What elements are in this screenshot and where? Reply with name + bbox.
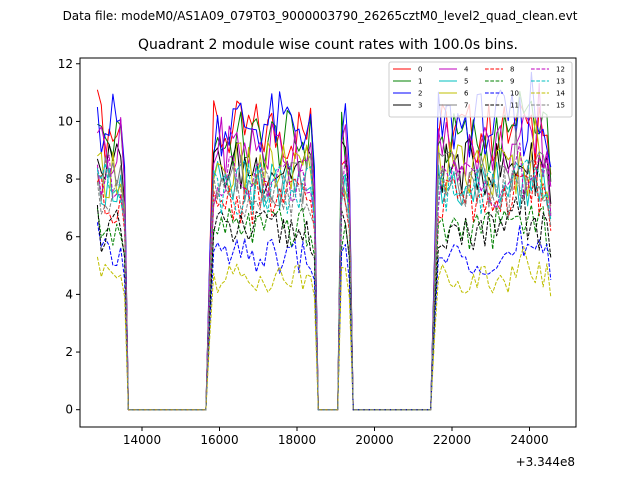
series-line-5 xyxy=(96,160,552,411)
series-line-9 xyxy=(96,204,552,411)
legend-label-5: 5 xyxy=(464,78,468,86)
chart-title: Quadrant 2 module wise count rates with … xyxy=(138,37,518,53)
legend-label-0: 0 xyxy=(418,66,422,74)
y-tick-label: 4 xyxy=(65,287,73,301)
legend-label-8: 8 xyxy=(510,66,514,74)
legend-label-12: 12 xyxy=(556,66,565,74)
series-line-11 xyxy=(96,188,552,411)
legend-label-10: 10 xyxy=(510,90,519,98)
legend-label-3: 3 xyxy=(418,102,422,110)
x-offset-label: +3.344e8 xyxy=(516,455,575,469)
y-tick-label: 10 xyxy=(58,114,73,128)
x-tick-label: 24000 xyxy=(510,433,548,447)
legend-label-15: 15 xyxy=(556,102,565,110)
x-tick-label: 14000 xyxy=(123,433,161,447)
legend-label-14: 14 xyxy=(556,90,565,98)
series-line-10 xyxy=(96,222,552,411)
series-line-13 xyxy=(96,158,552,411)
legend-label-9: 9 xyxy=(510,78,514,86)
series-line-14 xyxy=(96,246,552,411)
series-lines xyxy=(96,71,552,411)
x-tick-label: 18000 xyxy=(278,433,316,447)
legend-label-7: 7 xyxy=(464,102,468,110)
x-tick-label: 22000 xyxy=(433,433,471,447)
y-tick-label: 6 xyxy=(65,230,73,244)
legend-box xyxy=(388,61,573,118)
legend-label-2: 2 xyxy=(418,90,422,98)
legend-label-4: 4 xyxy=(464,66,469,74)
y-tick-label: 0 xyxy=(65,403,73,417)
x-axis: 14000 16000 18000 20000 22000 24000 xyxy=(123,427,549,447)
plot-frame xyxy=(79,57,577,428)
series-line-2 xyxy=(96,71,552,411)
x-tick-label: 20000 xyxy=(355,433,393,447)
y-tick-label: 2 xyxy=(65,345,73,359)
legend-label-6: 6 xyxy=(464,90,469,98)
series-line-15 xyxy=(96,167,552,411)
series-line-0 xyxy=(96,89,552,411)
legend-label-11: 11 xyxy=(510,102,519,110)
legend-label-13: 13 xyxy=(556,78,565,86)
figure-suptitle: Data file: modeM0/AS1A09_079T03_90000037… xyxy=(63,9,578,23)
series-line-4 xyxy=(96,82,552,411)
legend-label-1: 1 xyxy=(418,78,422,86)
y-tick-label: 12 xyxy=(58,57,73,71)
x-tick-label: 16000 xyxy=(200,433,238,447)
y-axis: 0 2 4 6 8 10 12 xyxy=(58,57,80,417)
y-tick-label: 8 xyxy=(65,172,73,186)
series-line-8 xyxy=(96,153,552,411)
